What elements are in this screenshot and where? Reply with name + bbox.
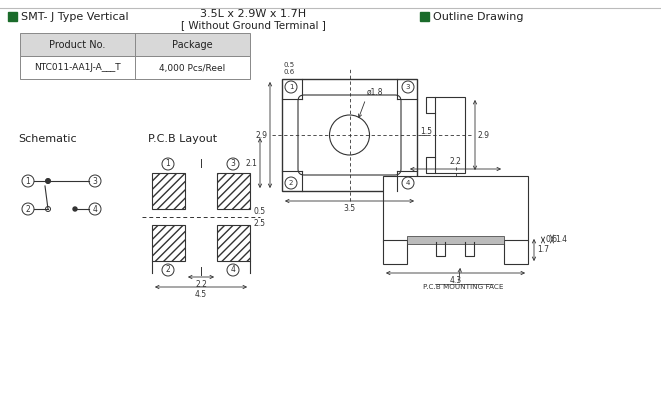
Text: 2: 2 <box>289 180 293 186</box>
Text: 0.6: 0.6 <box>546 236 558 245</box>
Bar <box>20 56 250 79</box>
FancyBboxPatch shape <box>298 95 401 175</box>
Bar <box>383 240 407 264</box>
Text: 2: 2 <box>26 204 30 213</box>
Bar <box>383 176 528 242</box>
Text: 4: 4 <box>406 180 410 186</box>
Bar <box>20 33 250 56</box>
Text: 2.1: 2.1 <box>245 159 257 168</box>
Text: P.C.B MOUNTING FACE: P.C.B MOUNTING FACE <box>423 284 504 290</box>
Text: SMT- J Type Vertical: SMT- J Type Vertical <box>21 12 129 22</box>
Text: ø1.8: ø1.8 <box>367 88 383 97</box>
Text: P.C.B Layout: P.C.B Layout <box>148 134 217 144</box>
Bar <box>217 225 250 261</box>
Circle shape <box>46 179 50 183</box>
Text: 3: 3 <box>93 177 97 186</box>
Text: 0.5: 0.5 <box>254 207 266 216</box>
Text: 4.3: 4.3 <box>449 276 461 285</box>
Text: 2.9: 2.9 <box>255 130 267 139</box>
Text: 2.2: 2.2 <box>449 157 461 166</box>
Text: 3: 3 <box>406 84 410 90</box>
Text: NTC011-AA1J-A___T: NTC011-AA1J-A___T <box>34 63 120 72</box>
Text: 0.6: 0.6 <box>284 69 295 75</box>
Text: 2.9: 2.9 <box>478 130 490 139</box>
Text: 1: 1 <box>26 177 30 186</box>
Text: 2.5: 2.5 <box>254 218 266 227</box>
Text: Outline Drawing: Outline Drawing <box>433 12 524 22</box>
Bar <box>152 173 185 209</box>
Bar <box>8 12 17 21</box>
Bar <box>282 79 417 191</box>
Circle shape <box>329 115 369 155</box>
Bar <box>407 236 504 244</box>
Text: 3.5: 3.5 <box>344 204 356 213</box>
Bar <box>504 240 528 264</box>
Text: 2: 2 <box>166 265 171 274</box>
Text: 3.5L x 2.9W x 1.7H: 3.5L x 2.9W x 1.7H <box>200 9 306 19</box>
Text: Schematic: Schematic <box>18 134 77 144</box>
Bar <box>152 225 185 261</box>
Circle shape <box>73 207 77 211</box>
Text: 3: 3 <box>231 160 235 169</box>
Text: 1: 1 <box>289 84 293 90</box>
Text: 1.5: 1.5 <box>420 126 432 135</box>
Text: 4.5: 4.5 <box>195 290 207 299</box>
Text: 1.7: 1.7 <box>537 245 549 254</box>
Bar <box>420 12 429 21</box>
Text: Product No.: Product No. <box>49 40 105 50</box>
Text: [ Without Ground Terminal ]: [ Without Ground Terminal ] <box>180 20 325 30</box>
Text: 0.5: 0.5 <box>284 62 295 68</box>
Text: 1: 1 <box>166 160 171 169</box>
Text: 2.2: 2.2 <box>195 280 207 289</box>
Text: 4: 4 <box>231 265 235 274</box>
Bar <box>217 173 250 209</box>
Text: 4: 4 <box>93 204 97 213</box>
Bar <box>435 97 465 173</box>
Text: Package: Package <box>172 40 212 50</box>
Text: 4,000 Pcs/Reel: 4,000 Pcs/Reel <box>159 63 225 72</box>
Text: 1.4: 1.4 <box>555 234 567 243</box>
